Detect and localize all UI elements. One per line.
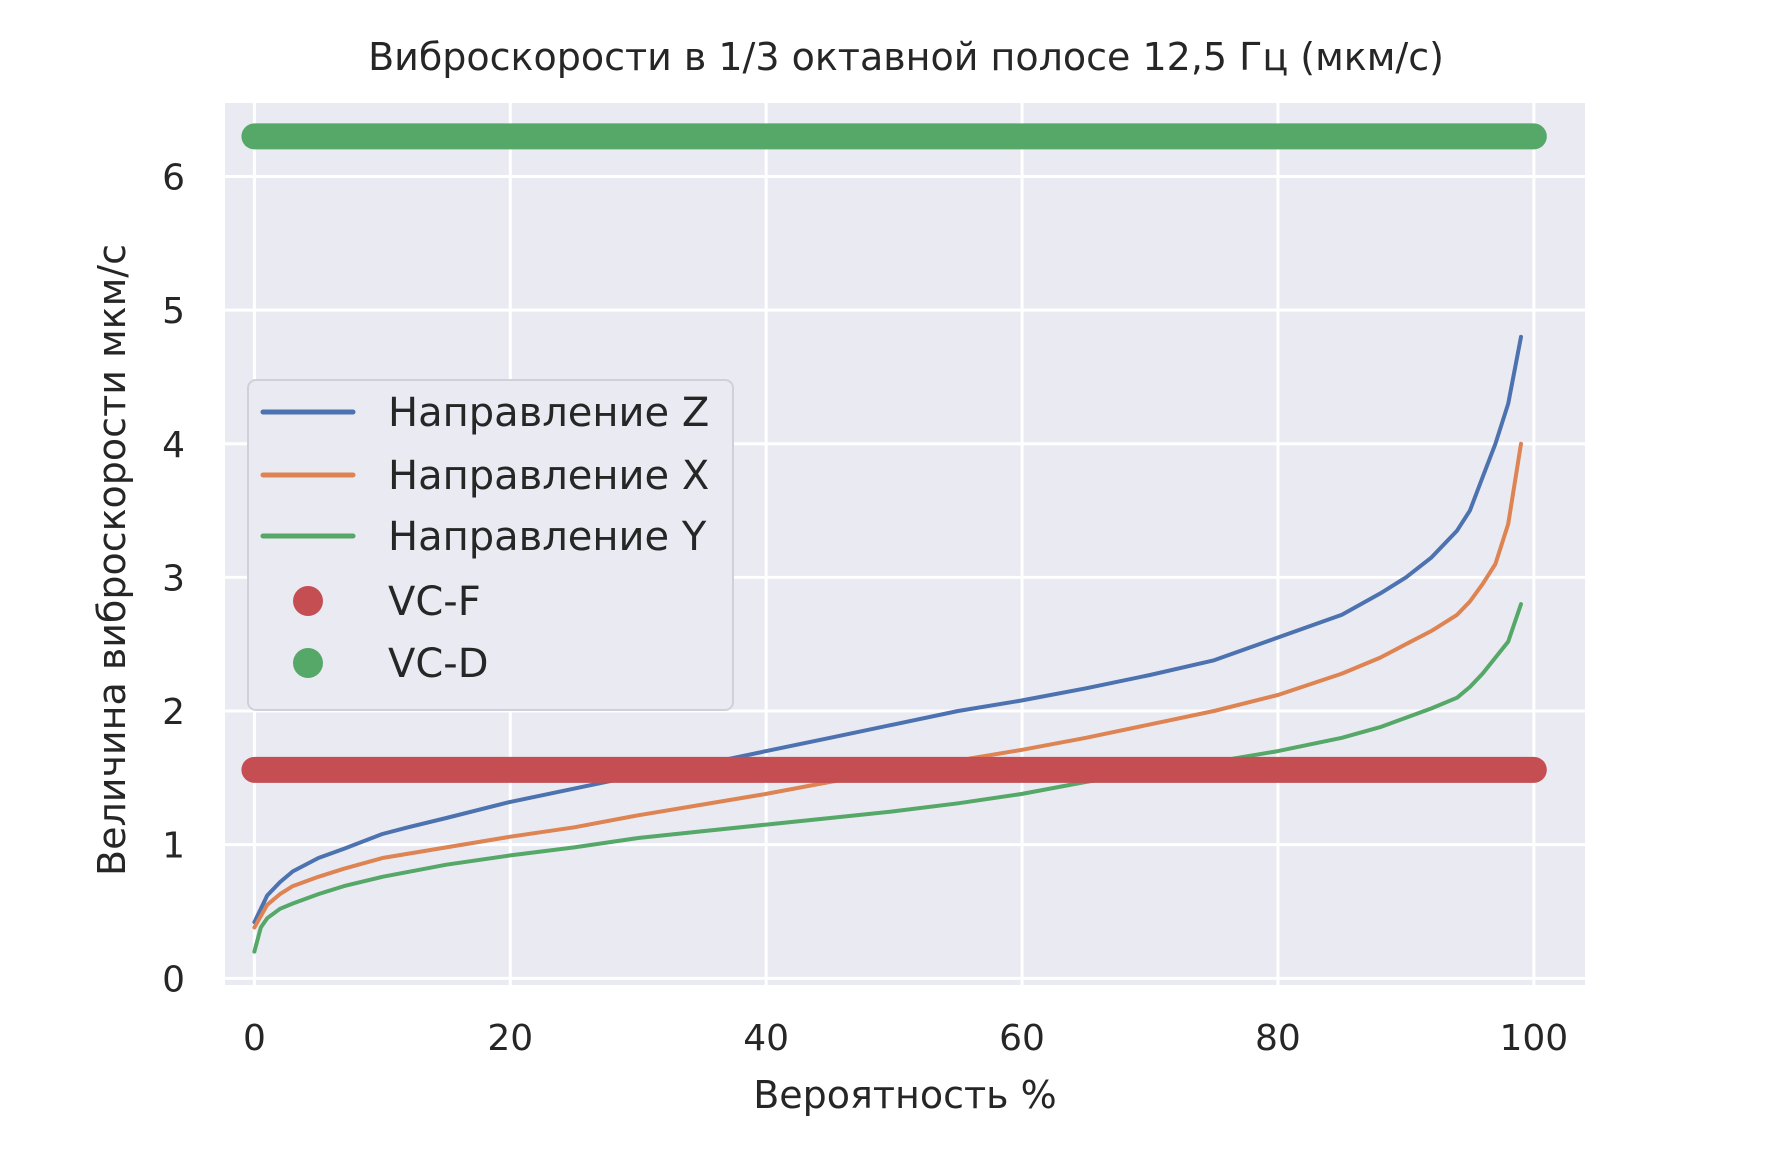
x-tick-label: 20 xyxy=(487,1018,533,1059)
y-tick-label: 2 xyxy=(162,692,185,733)
series-line xyxy=(252,602,1523,954)
data-series xyxy=(241,123,1547,954)
legend-dot-marker xyxy=(293,586,323,616)
y-tick-label: 1 xyxy=(162,826,185,867)
legend-label: VC-F xyxy=(388,579,481,625)
legend-label: VC-D xyxy=(388,641,489,687)
x-axis-label: Вероятность % xyxy=(753,1073,1057,1117)
y-tick-label: 0 xyxy=(162,959,185,1000)
y-tick-label: 5 xyxy=(162,291,185,332)
x-axis-ticks: 0 20 40 60 80 100 xyxy=(243,1018,1568,1059)
x-tick-label: 80 xyxy=(1255,1018,1301,1059)
y-tick-label: 4 xyxy=(162,425,185,466)
x-tick-label: 40 xyxy=(743,1018,789,1059)
legend-label: Направление Z xyxy=(388,390,709,436)
series-line xyxy=(252,334,1523,925)
legend-frame xyxy=(247,379,734,711)
y-tick-label: 3 xyxy=(162,558,185,599)
y-axis-label: Величина виброскорости мкм/с xyxy=(90,244,134,876)
y-axis-ticks: 0 1 2 3 4 5 6 xyxy=(162,158,185,1001)
x-tick-label: 0 xyxy=(243,1018,266,1059)
legend: Направление Z Направление X Направление Y V… xyxy=(247,379,734,711)
legend-label: Направление Y xyxy=(388,514,707,560)
x-tick-label: 60 xyxy=(999,1018,1045,1059)
legend-label: Направление X xyxy=(388,453,709,499)
x-tick-label: 100 xyxy=(1499,1018,1568,1059)
y-tick-label: 6 xyxy=(162,158,185,199)
legend-dot-marker xyxy=(293,648,323,678)
chart-title: Виброскорости в 1/3 октавной полосе 12,5… xyxy=(368,35,1444,79)
